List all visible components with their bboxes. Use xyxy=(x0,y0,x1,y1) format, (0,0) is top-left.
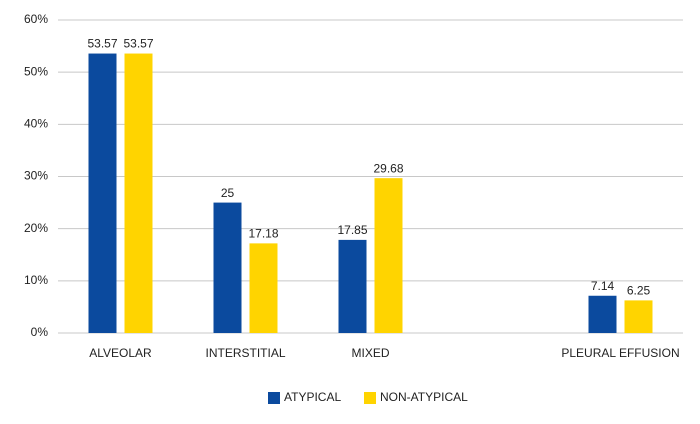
x-tick-label: PLEURAL EFFUSION xyxy=(561,346,679,360)
y-tick-label: 30% xyxy=(24,169,48,183)
legend-swatch xyxy=(364,392,376,404)
value-label: 17.18 xyxy=(248,227,278,241)
value-label: 6.25 xyxy=(627,284,651,298)
bar xyxy=(88,53,117,334)
bar xyxy=(374,178,403,333)
value-label: 7.14 xyxy=(591,279,615,293)
bar xyxy=(124,53,153,334)
bar xyxy=(338,239,367,333)
y-tick-label: 60% xyxy=(24,12,48,26)
bar xyxy=(624,300,653,333)
x-tick-label: ALVEOLAR xyxy=(89,346,152,360)
legend-swatch xyxy=(268,392,280,404)
value-label: 53.57 xyxy=(123,37,153,51)
value-label: 29.68 xyxy=(373,161,403,175)
legend-label: NON-ATYPICAL xyxy=(380,390,468,404)
legend-label: ATYPICAL xyxy=(284,390,341,404)
y-tick-label: 10% xyxy=(24,273,48,287)
bar xyxy=(213,202,242,333)
y-tick-label: 40% xyxy=(24,117,48,131)
value-label: 17.85 xyxy=(337,223,367,237)
value-label: 53.57 xyxy=(87,37,117,51)
value-label: 25 xyxy=(221,186,235,200)
y-tick-label: 0% xyxy=(31,325,49,339)
bar xyxy=(249,243,278,333)
y-tick-label: 50% xyxy=(24,64,48,78)
y-tick-label: 20% xyxy=(24,221,48,235)
x-tick-label: MIXED xyxy=(351,346,389,360)
bar xyxy=(588,295,617,333)
x-tick-label: INTERSTITIAL xyxy=(205,346,285,360)
